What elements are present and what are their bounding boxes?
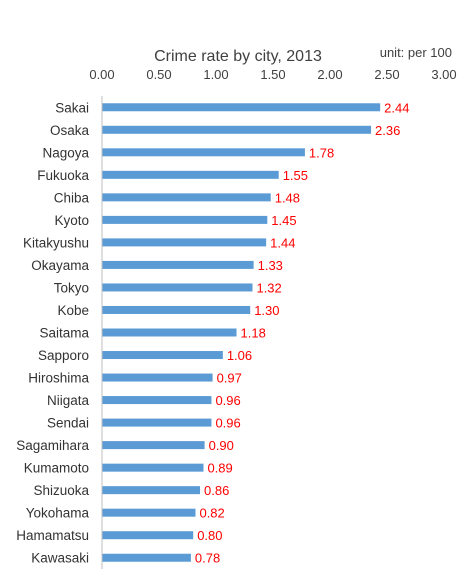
bar xyxy=(102,418,212,427)
category-label: Saitama xyxy=(39,326,89,341)
category-label: Yokohama xyxy=(26,506,90,521)
bar xyxy=(102,486,201,495)
data-label: 1.33 xyxy=(258,258,283,273)
bar xyxy=(102,328,237,337)
category-label: Niigata xyxy=(47,393,90,408)
bar xyxy=(102,441,205,450)
x-tick-label: 3.00 xyxy=(431,67,456,82)
x-tick-label: 0.00 xyxy=(89,67,114,82)
data-label: 0.86 xyxy=(204,483,229,498)
category-label: Sakai xyxy=(55,100,89,115)
data-label: 2.44 xyxy=(384,100,409,115)
data-label: 1.32 xyxy=(256,280,281,295)
category-label: Hamamatsu xyxy=(16,528,89,543)
data-label: 0.97 xyxy=(217,371,242,386)
data-label: 2.36 xyxy=(375,123,400,138)
category-label: Kawasaki xyxy=(31,551,89,566)
bar xyxy=(102,215,268,224)
data-label: 1.06 xyxy=(227,348,252,363)
bar xyxy=(102,508,196,517)
bar xyxy=(102,305,251,314)
bar xyxy=(102,531,194,540)
category-label: Sagamihara xyxy=(16,438,89,453)
chart-title: Crime rate by city, 2013 xyxy=(154,48,322,65)
data-label: 1.45 xyxy=(271,213,296,228)
category-label: Kyoto xyxy=(54,213,89,228)
x-tick-label: 1.50 xyxy=(260,67,285,82)
bars xyxy=(102,103,381,562)
data-label: 0.78 xyxy=(195,551,220,566)
category-label: Kobe xyxy=(57,303,89,318)
category-label: Fukuoka xyxy=(37,168,89,183)
bar xyxy=(102,396,212,405)
data-label: 0.90 xyxy=(209,438,234,453)
category-label: Osaka xyxy=(50,123,90,138)
data-label: 0.80 xyxy=(197,528,222,543)
data-label: 0.82 xyxy=(199,506,224,521)
data-label: 1.18 xyxy=(241,326,266,341)
data-label: 0.96 xyxy=(215,416,240,431)
data-label: 0.96 xyxy=(215,393,240,408)
category-label: Hiroshima xyxy=(28,371,89,386)
bar xyxy=(102,125,372,134)
category-label: Okayama xyxy=(31,258,89,273)
category-label: Kitakyushu xyxy=(23,235,89,250)
bar xyxy=(102,193,271,202)
x-axis-ticks: 0.00 0.50 1.00 1.50 2.00 2.50 3.00 xyxy=(89,67,456,82)
category-label: Shizuoka xyxy=(33,483,89,498)
bar xyxy=(102,148,305,157)
data-label: 1.30 xyxy=(254,303,279,318)
x-tick-label: 1.00 xyxy=(203,67,228,82)
bar xyxy=(102,260,254,269)
bar xyxy=(102,463,204,472)
bar xyxy=(102,238,267,247)
category-label: Tokyo xyxy=(54,280,89,295)
category-label: Chiba xyxy=(54,190,90,205)
data-label: 1.48 xyxy=(275,190,300,205)
category-labels: Sakai Osaka Nagoya Fukuoka Chiba Kyoto Kitakyu… xyxy=(16,100,89,565)
x-tick-label: 2.50 xyxy=(374,67,399,82)
bar xyxy=(102,553,191,562)
data-labels: 2.44 2.36 1.781.55 1.48 1.45 1.44 1.33 1.32 1.30… xyxy=(195,100,410,565)
category-label: Sendai xyxy=(47,416,89,431)
x-tick-label: 2.00 xyxy=(317,67,342,82)
bar xyxy=(102,103,381,112)
bar xyxy=(102,373,213,382)
category-label: Kumamoto xyxy=(24,461,89,476)
bar xyxy=(102,170,279,179)
data-label: 1.55 xyxy=(283,168,308,183)
x-tick-label: 0.50 xyxy=(146,67,171,82)
category-label: Nagoya xyxy=(42,145,89,160)
data-label: 1.44 xyxy=(270,235,295,250)
bar xyxy=(102,283,253,292)
unit-note: unit: per 100 xyxy=(380,45,452,60)
data-label: 1.78 xyxy=(309,145,334,160)
bar xyxy=(102,351,223,360)
data-label: 0.89 xyxy=(207,461,232,476)
category-label: Sapporo xyxy=(38,348,89,363)
